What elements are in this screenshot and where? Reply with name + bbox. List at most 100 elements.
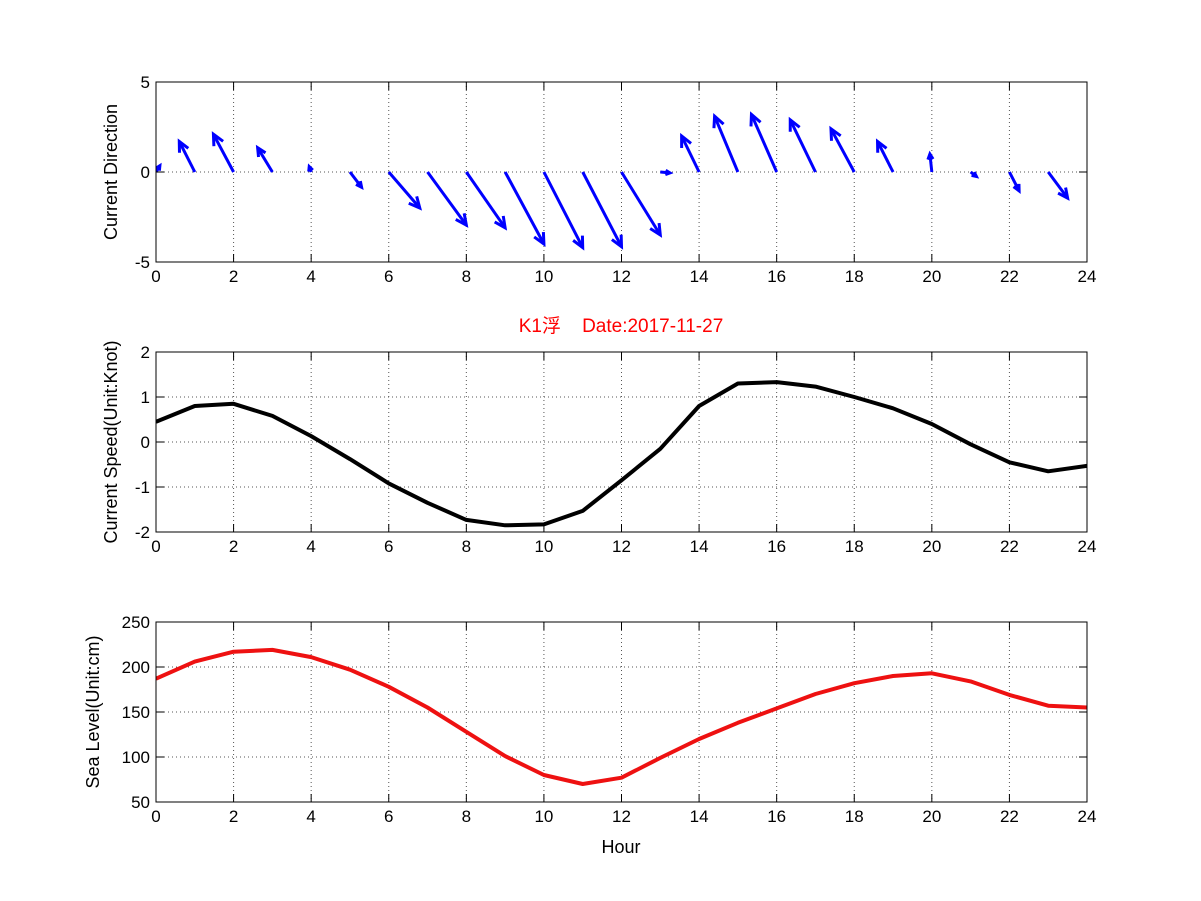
current-arrow-head bbox=[749, 111, 762, 127]
current-arrow bbox=[465, 171, 508, 231]
current-speed-xtick-label: 12 bbox=[612, 537, 631, 556]
current-arrow bbox=[926, 150, 935, 173]
current-arrow-shaft bbox=[426, 171, 468, 226]
current-speed-xtick-label: 0 bbox=[151, 537, 160, 556]
current-speed-xtick-label: 14 bbox=[690, 537, 709, 556]
sea-level-ytick-label: 100 bbox=[122, 748, 150, 767]
current-arrow-head bbox=[408, 196, 423, 211]
current-speed-ytick-label: 1 bbox=[141, 388, 150, 407]
current-arrow-head bbox=[712, 113, 725, 129]
current-arrow-shaft bbox=[750, 113, 779, 173]
current-speed-xtick-label: 2 bbox=[229, 537, 238, 556]
current-speed-xtick-label: 16 bbox=[767, 537, 786, 556]
current-arrow-head bbox=[664, 169, 674, 177]
current-arrow-head bbox=[1057, 187, 1070, 201]
sea-level-series-line bbox=[156, 647, 1087, 786]
current-arrow-shaft bbox=[788, 119, 817, 173]
current-direction-ytick-label: -5 bbox=[135, 253, 150, 272]
current-arrow-shaft bbox=[387, 171, 421, 209]
current-arrow-head bbox=[1012, 183, 1021, 194]
current-direction-xtick-label: 16 bbox=[767, 267, 786, 286]
sea-level-ytick-label: 200 bbox=[122, 658, 150, 677]
current-arrow bbox=[503, 171, 546, 248]
current-arrow bbox=[1008, 171, 1021, 194]
current-arrow-shaft bbox=[212, 133, 235, 173]
current-arrow-head bbox=[680, 132, 692, 149]
current-arrow-shaft bbox=[503, 171, 546, 245]
current-arrow-head bbox=[493, 215, 508, 231]
current-direction-xtick-label: 6 bbox=[384, 267, 393, 286]
current-arrow-head bbox=[255, 144, 267, 158]
current-speed-xtick-label: 22 bbox=[1000, 537, 1019, 556]
current-arrow bbox=[177, 138, 197, 173]
current-speed-xtick-label: 18 bbox=[845, 537, 864, 556]
current-arrow bbox=[1047, 171, 1070, 201]
sea-level-xtick-label: 24 bbox=[1078, 807, 1097, 826]
current-arrow-head bbox=[875, 138, 888, 153]
current-arrow-head bbox=[971, 171, 980, 179]
current-speed-xtick-label: 8 bbox=[462, 537, 471, 556]
current-speed-line-group bbox=[156, 380, 1087, 528]
current-arrow-head bbox=[307, 163, 314, 172]
sea-level-xtick-label: 22 bbox=[1000, 807, 1019, 826]
current-arrow-shaft bbox=[680, 135, 701, 173]
current-direction-ylabel: Current Direction bbox=[101, 104, 121, 240]
current-speed-ytick-label: 0 bbox=[141, 433, 150, 452]
current-arrow-head bbox=[455, 213, 469, 228]
current-direction-ytick-label: 5 bbox=[141, 73, 150, 92]
current-arrow bbox=[426, 171, 469, 228]
current-arrow-head bbox=[533, 231, 546, 248]
sea-level-xtick-label: 2 bbox=[229, 807, 238, 826]
current-arrow-head bbox=[355, 180, 364, 191]
current-arrow-shaft bbox=[1047, 171, 1069, 199]
current-speed-xtick-label: 10 bbox=[534, 537, 553, 556]
current-arrow-head bbox=[211, 131, 224, 147]
current-arrow-shaft bbox=[713, 115, 740, 173]
current-arrow-shaft bbox=[581, 171, 623, 248]
sea-level-xtick-label: 20 bbox=[922, 807, 941, 826]
current-arrow-head bbox=[572, 235, 585, 251]
sea-level-xtick-label: 4 bbox=[306, 807, 315, 826]
current-arrow-shaft bbox=[256, 146, 274, 173]
sea-level-xtick-label: 10 bbox=[534, 807, 553, 826]
current-direction-panel: 0 2 4 6 8 10 12 14 16 18 20 22 24-505 Current Direct… bbox=[101, 73, 1096, 286]
current-arrow-head bbox=[156, 162, 162, 171]
current-arrow-shaft bbox=[620, 171, 662, 236]
current-direction-xtick-label: 0 bbox=[151, 267, 160, 286]
current-direction-xtick-label: 22 bbox=[1000, 267, 1019, 286]
current-arrow-head bbox=[829, 125, 842, 141]
current-arrow bbox=[307, 163, 314, 173]
current-arrow-shaft bbox=[542, 171, 585, 249]
current-speed-ytick-label: -1 bbox=[135, 478, 150, 497]
current-arrow bbox=[620, 171, 663, 238]
current-arrow-shaft bbox=[465, 171, 507, 229]
current-arrow-head bbox=[649, 222, 663, 238]
current-direction-xtick-label: 8 bbox=[462, 267, 471, 286]
current-arrow bbox=[581, 171, 624, 250]
current-arrow-shaft bbox=[829, 128, 856, 173]
current-arrow bbox=[680, 132, 701, 173]
current-arrow-shaft bbox=[177, 140, 197, 173]
sea-level-ytick-label: 150 bbox=[122, 703, 150, 722]
current-direction-xtick-label: 10 bbox=[534, 267, 553, 286]
current-arrow bbox=[387, 171, 423, 211]
sea-level-line-group bbox=[156, 647, 1087, 786]
current-arrow bbox=[875, 138, 895, 173]
current-arrow bbox=[829, 125, 856, 173]
sea-level-grid bbox=[156, 622, 1087, 802]
current-speed-ytick-label: 2 bbox=[141, 343, 150, 362]
current-arrow bbox=[969, 170, 980, 179]
current-arrow bbox=[255, 144, 274, 173]
current-direction-ytick-label: 0 bbox=[141, 163, 150, 182]
current-direction-xtick-label: 24 bbox=[1078, 267, 1097, 286]
current-speed-xtick-label: 24 bbox=[1078, 537, 1097, 556]
current-arrow bbox=[749, 111, 779, 173]
sea-level-xtick-label: 0 bbox=[151, 807, 160, 826]
current-arrow-shaft bbox=[876, 140, 895, 173]
current-direction-ticks: 0 2 4 6 8 10 12 14 16 18 20 22 24-505 bbox=[135, 73, 1097, 286]
sea-level-xtick-label: 18 bbox=[845, 807, 864, 826]
sea-level-xtick-label: 16 bbox=[767, 807, 786, 826]
